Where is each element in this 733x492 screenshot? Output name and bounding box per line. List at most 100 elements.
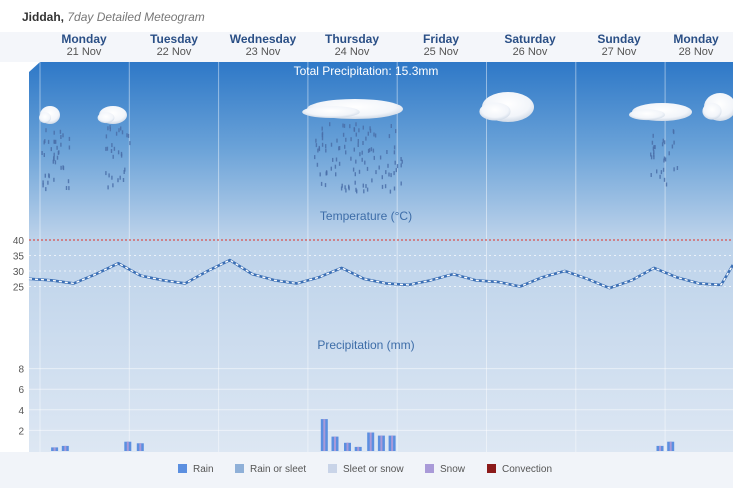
rain-drop-icon <box>665 182 668 187</box>
rain-drop-icon <box>384 184 387 189</box>
precipitation-bar-inner <box>391 435 394 451</box>
rain-drop-icon <box>108 173 110 178</box>
rain-drop-icon <box>60 165 62 170</box>
precipitation-bar-inner <box>323 419 326 451</box>
cloud-icon <box>479 102 511 121</box>
rain-drop-icon <box>355 159 357 164</box>
rain-drop-icon <box>47 180 49 185</box>
rain-drop-icon <box>361 157 363 162</box>
rain-drop-icon <box>388 172 390 177</box>
rain-drop-icon <box>335 157 338 162</box>
rain-drop-icon <box>661 142 664 147</box>
rain-drop-icon <box>671 144 674 149</box>
y-tick-label: 2 <box>18 426 24 437</box>
rain-drop-icon <box>45 187 47 192</box>
legend-item-rain[interactable]: Rain <box>178 464 214 475</box>
cloud-icon <box>39 112 51 124</box>
legend-item-convection[interactable]: Convection <box>487 464 552 475</box>
rain-drop-icon <box>668 151 670 156</box>
legend-swatch <box>235 464 244 473</box>
legend-label: Rain or sleet <box>250 464 307 475</box>
day-label-3: Wednesday 23 Nov <box>218 32 308 58</box>
rain-drop-icon <box>53 156 55 161</box>
rain-drop-icon <box>68 136 71 141</box>
day-date: 21 Nov <box>66 46 102 58</box>
day-separators <box>39 62 666 452</box>
precipitation-bar-inner <box>659 445 661 451</box>
chart-subtitle: 7day Detailed Meteogram <box>67 10 205 24</box>
rain-drop-icon <box>127 133 130 138</box>
legend-swatch <box>178 464 187 473</box>
rain-drop-icon <box>362 125 364 130</box>
legend-item-sleet-or-snow[interactable]: Sleet or snow <box>328 464 404 475</box>
rain-drop-icon <box>358 128 360 133</box>
rain-drop-icon <box>396 164 399 169</box>
rain-drop-icon <box>111 175 113 180</box>
rain-drop-icon <box>400 157 402 161</box>
temperature-axis-title: Temperature (°C) <box>320 209 412 223</box>
rain-drop-icon <box>656 169 658 174</box>
rain-drop-icon <box>321 126 323 131</box>
rain-drop-icon <box>54 139 56 144</box>
day-label-7: Sunday 27 Nov <box>574 32 664 58</box>
rain-drop-icon <box>340 186 343 191</box>
rain-drop-icon <box>325 148 327 153</box>
rain-drop-icon <box>50 147 52 152</box>
temperature-line-dash <box>28 259 733 289</box>
plot-background <box>29 62 733 452</box>
rain-drop-icon <box>381 175 383 180</box>
rain-drop-icon <box>121 130 124 135</box>
rain-drop-icon <box>53 152 55 157</box>
rain-drop-icon <box>55 139 57 144</box>
legend-item-rain-or-sleet[interactable]: Rain or sleet <box>235 464 306 475</box>
rain-drop-icon <box>358 169 361 174</box>
rain-drop-icon <box>342 123 344 128</box>
rain-drop-icon <box>390 173 392 178</box>
day-label-5: Friday 25 Nov <box>396 32 486 58</box>
rain-drop-icon <box>369 126 371 131</box>
day-name: Sunday <box>597 32 641 46</box>
y-tick-label: 6 <box>18 385 24 396</box>
rain-drop-icon <box>374 133 377 138</box>
y-tick-label: 40 <box>13 236 25 247</box>
rain-drop-icon <box>53 177 55 182</box>
rain-drop-icon <box>126 133 128 138</box>
rain-drop-icon <box>395 168 397 173</box>
day-name: Saturday <box>504 32 556 46</box>
rain-drop-icon <box>59 129 62 134</box>
rain-drop-icon <box>321 136 324 141</box>
rain-drop-icon <box>386 150 388 154</box>
rain-drop-icon <box>653 155 655 160</box>
rain-drop-icon <box>47 139 50 144</box>
rain-drop-icon <box>357 139 359 143</box>
cloud-layer <box>39 92 733 124</box>
rain-drop-icon <box>321 131 324 136</box>
rain-drop-icon <box>314 155 316 160</box>
precipitation-axis-title: Precipitation (mm) <box>317 338 414 352</box>
rain-drop-icon <box>388 134 391 139</box>
rain-drop-icon <box>663 140 666 145</box>
rain-drop-icon <box>341 183 343 188</box>
rain-drop-icon <box>109 127 111 132</box>
rain-drop-icon <box>56 155 59 160</box>
rain-drop-icon <box>111 143 113 148</box>
rain-drop-icon <box>349 124 351 129</box>
rain-drop-icon <box>52 159 54 164</box>
rain-drop-icon <box>651 140 654 145</box>
precipitation-bar-inner <box>357 446 360 451</box>
rain-drop-icon <box>353 127 356 132</box>
rain-drop-icon <box>45 128 47 133</box>
rain-drop-icon <box>321 142 324 147</box>
day-date: 28 Nov <box>678 46 714 58</box>
rain-drop-icon <box>373 155 375 160</box>
day-name: Monday <box>61 32 107 46</box>
location-name: Jiddah, <box>22 10 65 24</box>
rain-drop-icon <box>659 174 661 179</box>
rain-drop-icon <box>357 143 359 147</box>
rain-drop-icon <box>345 150 347 155</box>
rain-drop-icon <box>117 178 119 183</box>
rain-drop-icon <box>338 146 341 150</box>
legend-item-snow[interactable]: Snow <box>425 464 465 475</box>
rain-drop-icon <box>393 150 396 155</box>
day-date: 23 Nov <box>245 46 281 58</box>
